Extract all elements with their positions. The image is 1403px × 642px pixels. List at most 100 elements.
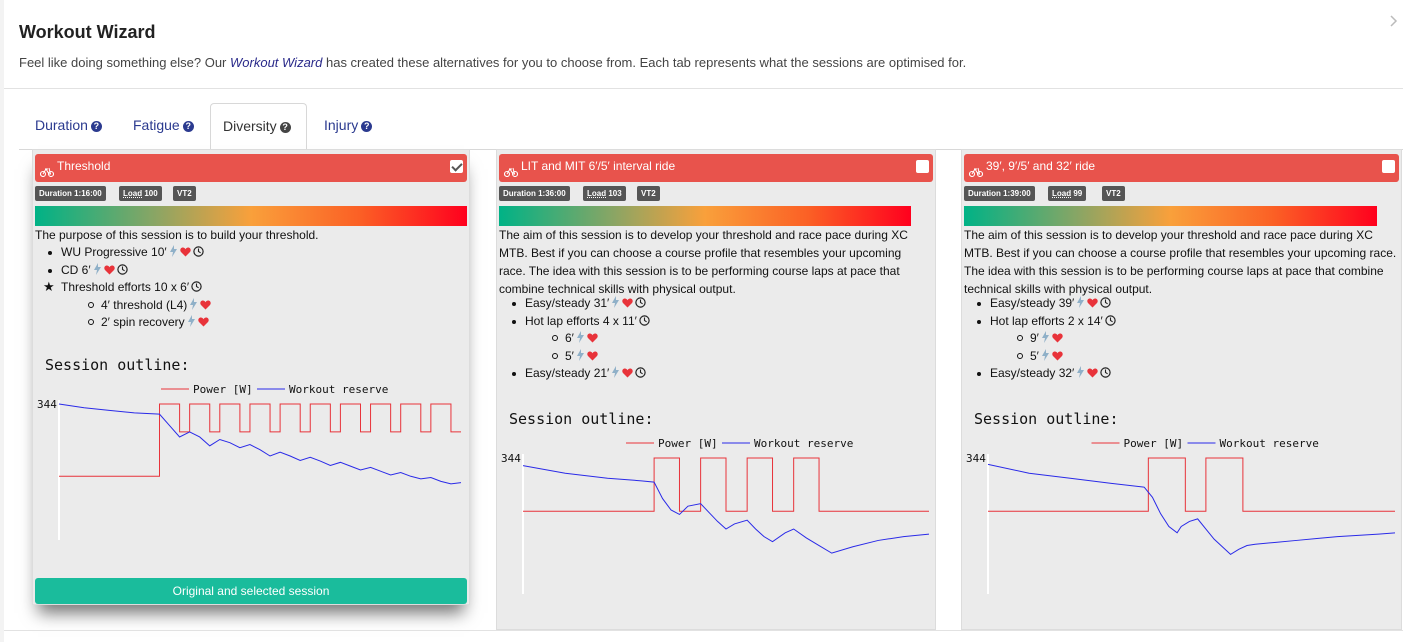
session-description: The aim of this session is to develop yo… xyxy=(499,228,908,296)
heart-icon[interactable] xyxy=(197,315,209,333)
power-series-line xyxy=(59,403,461,477)
session-outline-chart: Power [W]Workout reserve3440:0015:0030:0… xyxy=(501,437,930,594)
legend-reserve-label: Workout reserve xyxy=(1220,437,1319,450)
heart-icon[interactable] xyxy=(1052,349,1063,367)
select-session-checkbox[interactable] xyxy=(450,160,463,173)
load-label: Load xyxy=(1052,189,1072,198)
interval-item: Hot lap efforts 2 x 14′ xyxy=(977,313,1116,332)
heart-icon[interactable] xyxy=(587,331,598,349)
interval-text: Easy/steady 32′ xyxy=(990,366,1075,380)
bolt-icon[interactable] xyxy=(1041,348,1050,367)
interval-item: Hot lap efforts 4 x 11′ xyxy=(512,313,650,332)
tab-label: Fatigue xyxy=(133,117,180,133)
interval-text: Easy/steady 31′ xyxy=(525,296,610,310)
heart-icon[interactable] xyxy=(587,349,598,367)
bolt-icon[interactable] xyxy=(169,245,178,263)
heart-icon[interactable] xyxy=(622,296,634,314)
interval-item: 6′ xyxy=(552,330,650,349)
subtitle-text-before: Feel like doing something else? Our xyxy=(19,55,231,70)
y-tick-label: 344 xyxy=(966,452,986,465)
bolt-icon[interactable] xyxy=(1076,366,1085,384)
select-session-checkbox[interactable] xyxy=(916,160,929,173)
interval-item: Easy/steady 32′ xyxy=(977,365,1116,384)
tab-label: Duration xyxy=(35,117,88,133)
load-label: Load xyxy=(587,189,607,198)
clock-icon[interactable] xyxy=(635,296,647,314)
interval-text: 9′ xyxy=(1030,331,1039,345)
load-badge: Load 103 xyxy=(583,186,626,201)
intensity-gradient-bar xyxy=(35,206,467,226)
help-icon[interactable]: ? xyxy=(279,122,291,133)
bolt-icon[interactable] xyxy=(187,315,196,333)
zone-badge: VT2 xyxy=(1102,186,1125,201)
interval-item: WU Progressive 10′ xyxy=(47,244,211,263)
clock-icon[interactable] xyxy=(1105,314,1116,332)
help-icon[interactable]: ? xyxy=(182,121,194,132)
clock-icon[interactable] xyxy=(191,280,202,298)
bolt-icon[interactable] xyxy=(1041,331,1050,349)
select-session-checkbox[interactable] xyxy=(1382,160,1395,173)
modal-header: Workout Wizard Feel like doing something… xyxy=(4,0,1403,89)
chevron-right-icon[interactable] xyxy=(1389,14,1403,33)
heart-icon[interactable] xyxy=(103,263,115,281)
interval-text: Hot lap efforts 4 x 11′ xyxy=(525,313,637,328)
bolt-icon[interactable] xyxy=(576,331,585,349)
tab-diversity[interactable]: Diversity? xyxy=(210,103,307,150)
session-card-header[interactable]: Threshold xyxy=(35,154,467,182)
legend-reserve-label: Workout reserve xyxy=(754,437,853,450)
interval-list: WU Progressive 10′ CD 6′ ★ Threshold effort… xyxy=(43,244,211,333)
interval-text: 2′ spin recovery xyxy=(101,315,185,329)
clock-icon[interactable] xyxy=(1100,366,1112,384)
bolt-icon[interactable] xyxy=(1076,296,1085,314)
heart-icon[interactable] xyxy=(179,245,191,263)
bolt-icon[interactable] xyxy=(576,348,585,367)
bolt-icon[interactable] xyxy=(611,366,620,384)
clock-icon[interactable] xyxy=(192,245,204,263)
heart-icon[interactable] xyxy=(1087,296,1099,314)
heart-icon[interactable] xyxy=(1087,366,1099,384)
original-selected-session-button[interactable]: Original and selected session xyxy=(35,578,467,604)
help-icon[interactable]: ? xyxy=(90,121,102,132)
session-outline-chart: Power [W]Workout reserve3440:0015:0030:0… xyxy=(966,437,1396,594)
session-outline-title: Session outline: xyxy=(974,410,1119,428)
y-tick-label: 344 xyxy=(501,452,521,465)
power-series-line xyxy=(988,457,1395,512)
interval-text: 5′ xyxy=(1030,348,1039,363)
help-icon[interactable]: ? xyxy=(361,121,373,132)
session-cards: Threshold Duration 1:16:00 Load 100 VT2 The … xyxy=(19,149,1403,631)
bolt-icon[interactable] xyxy=(611,296,620,314)
session-card[interactable]: LIT and MIT 6′/5′ interval ride Duration … xyxy=(496,149,936,630)
clock-icon[interactable] xyxy=(635,366,647,384)
load-value: 103 xyxy=(608,189,622,198)
bicycle-icon xyxy=(968,161,984,186)
bolt-icon[interactable] xyxy=(189,297,198,316)
legend-reserve-label: Workout reserve xyxy=(289,383,388,396)
interval-item: 4′ threshold (L4) xyxy=(87,297,211,316)
window-left-edge xyxy=(0,0,4,642)
heart-icon[interactable] xyxy=(622,366,634,384)
heart-icon[interactable] xyxy=(1052,331,1063,349)
clock-icon[interactable] xyxy=(1100,296,1112,314)
session-title: Threshold xyxy=(57,159,111,173)
session-description: The aim of this session is to develop yo… xyxy=(964,228,1397,296)
clock-icon[interactable] xyxy=(639,314,650,332)
session-card[interactable]: Threshold Duration 1:16:00 Load 100 VT2 The … xyxy=(32,149,470,605)
tab-fatigue[interactable]: Fatigue? xyxy=(121,103,206,148)
tab-injury[interactable]: Injury? xyxy=(312,103,384,148)
interval-text: Easy/steady 39′ xyxy=(990,296,1075,310)
workout-reserve-series-line xyxy=(58,403,462,485)
clock-icon[interactable] xyxy=(116,263,128,281)
modal-title: Workout Wizard xyxy=(19,22,156,42)
session-card-header[interactable]: 39′, 9′/5′ and 32′ ride xyxy=(964,154,1399,182)
heart-icon[interactable] xyxy=(200,298,211,316)
duration-badge: Duration 1:39:00 xyxy=(964,186,1035,201)
bolt-icon[interactable] xyxy=(93,262,102,281)
duration-badge: Duration 1:16:00 xyxy=(35,186,106,201)
session-card-header[interactable]: LIT and MIT 6′/5′ interval ride xyxy=(499,154,933,182)
load-badge: Load 99 xyxy=(1048,186,1087,201)
interval-item: 9′ xyxy=(1017,330,1116,349)
tab-duration[interactable]: Duration? xyxy=(23,103,114,148)
session-outline-chart: Power [W]Workout reserve3440:0015:0030:0… xyxy=(37,383,462,540)
load-label: Load xyxy=(123,189,143,198)
session-card[interactable]: 39′, 9′/5′ and 32′ ride Duration 1:39:00 L… xyxy=(961,149,1402,630)
